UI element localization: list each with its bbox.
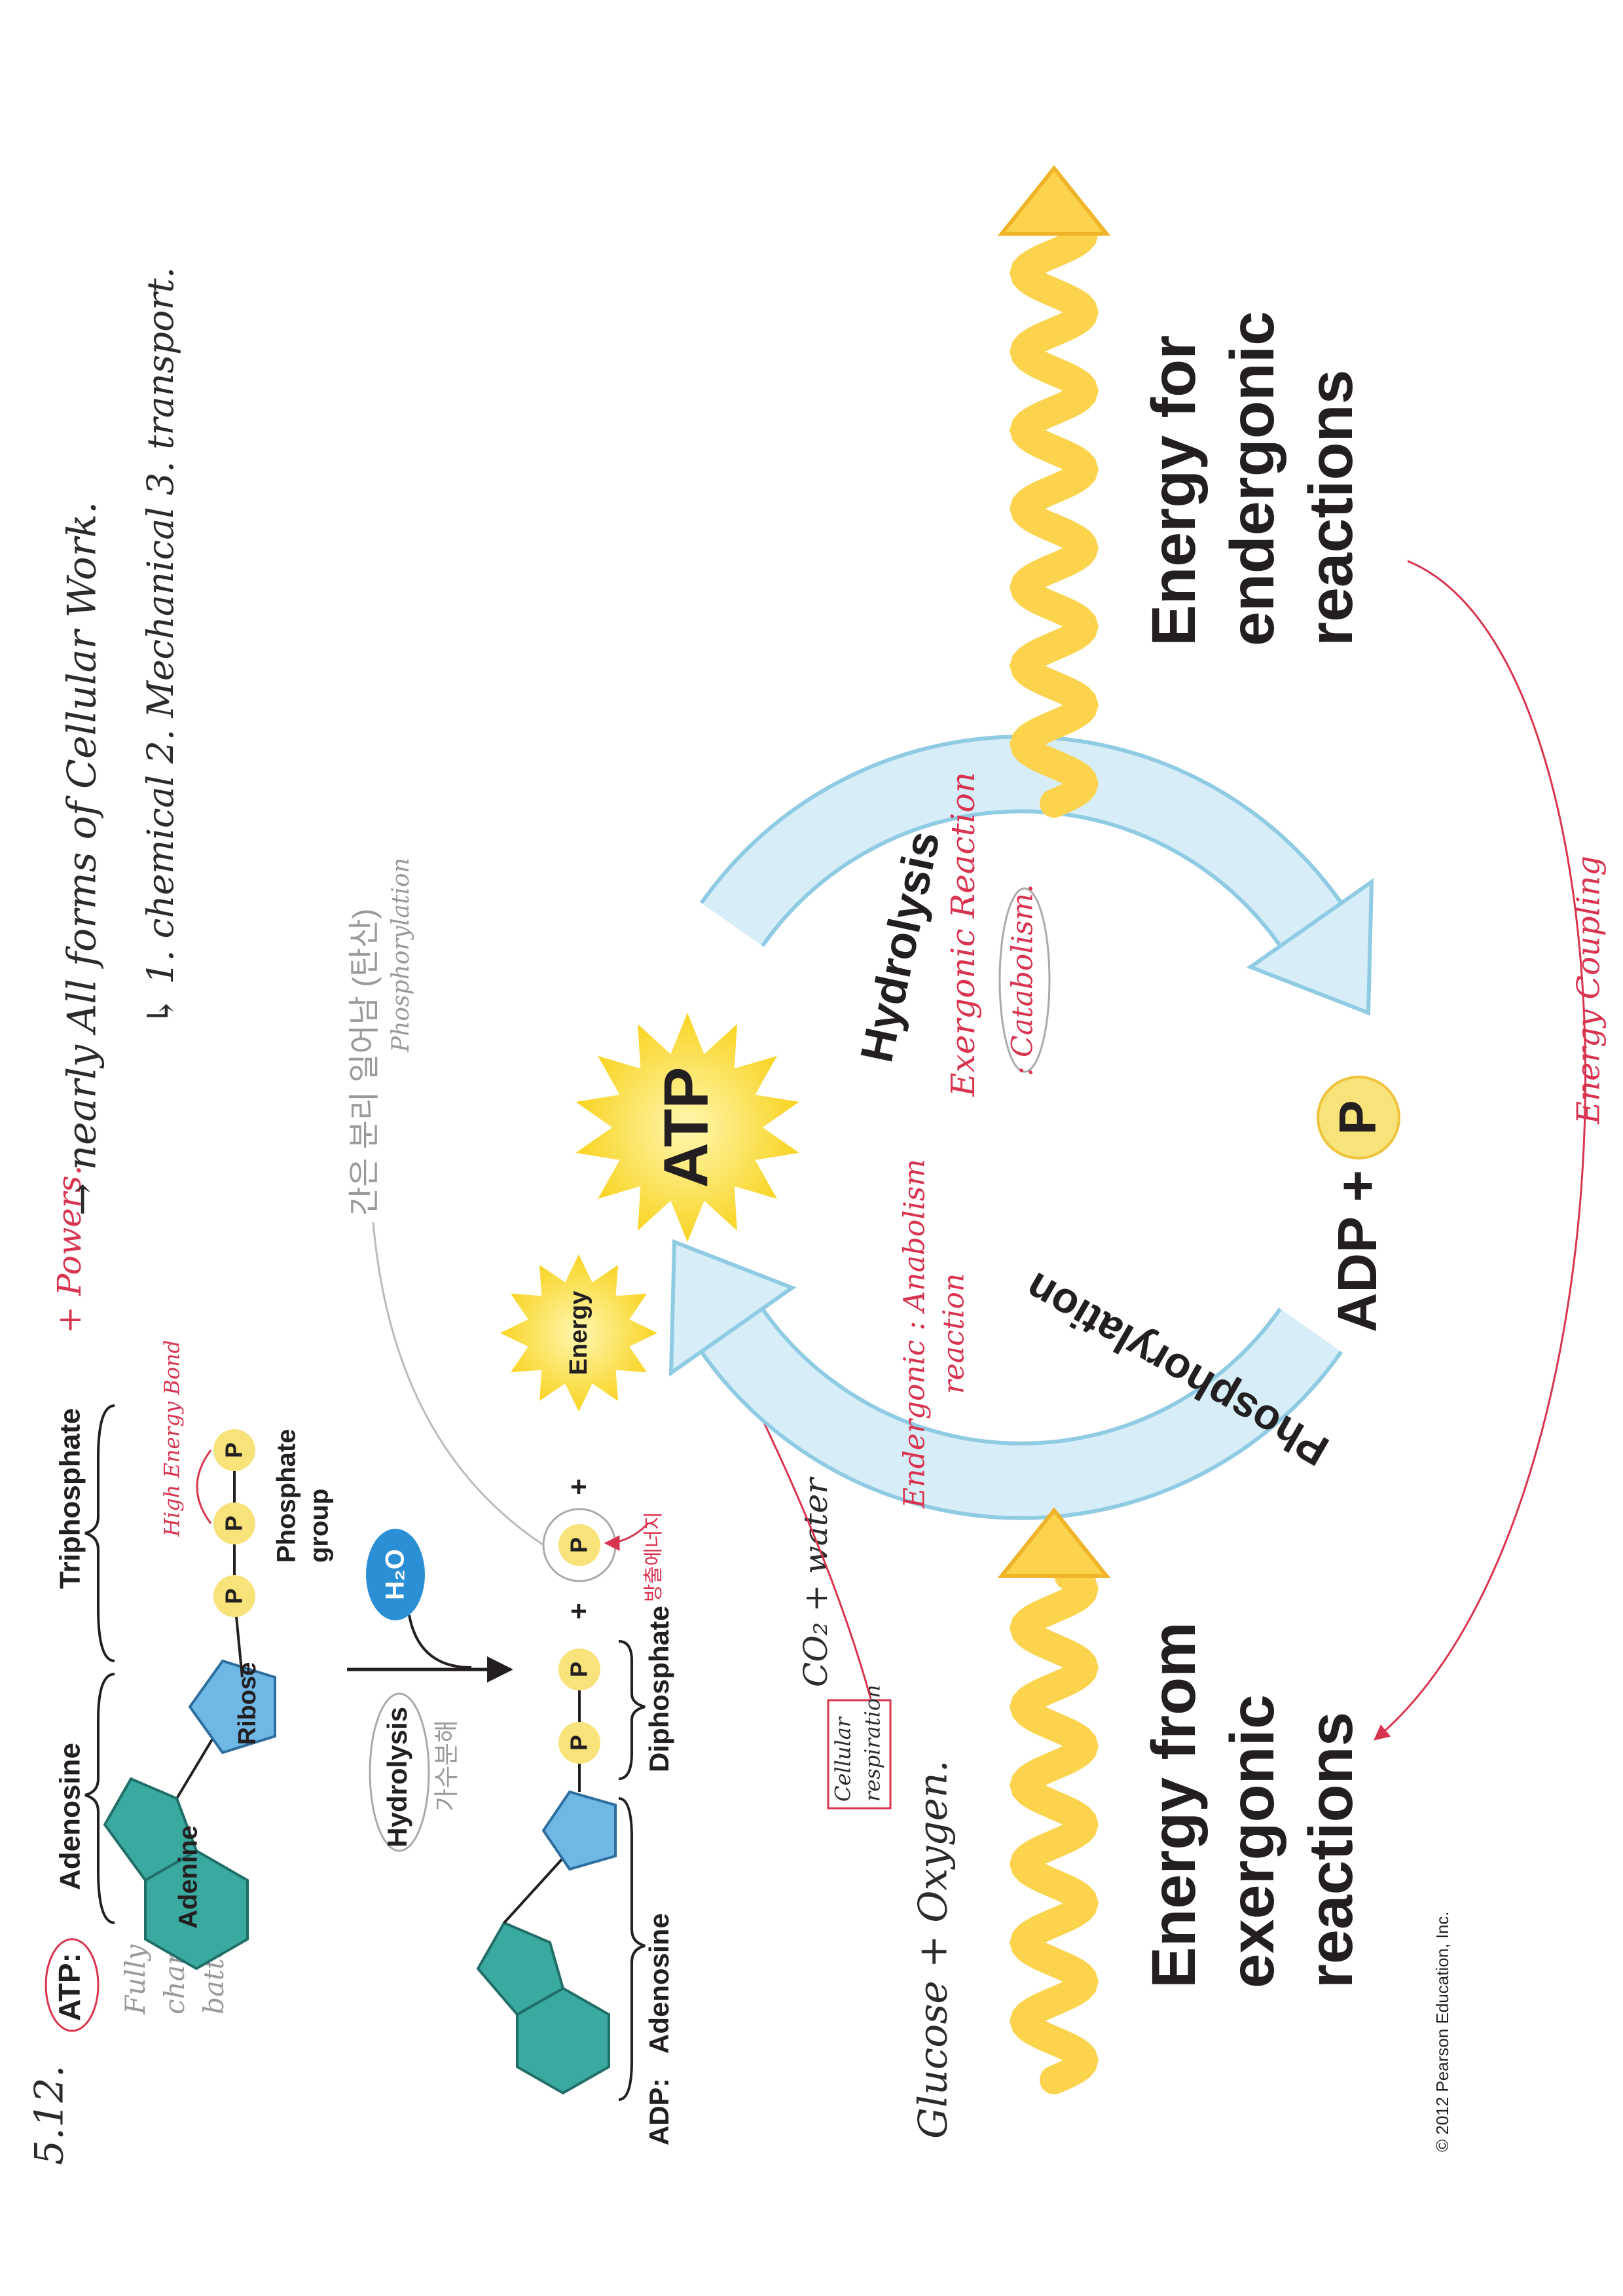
note: Exergonic Reaction	[944, 772, 982, 1097]
phosphate: P	[558, 1649, 600, 1690]
note: Energy Coupling	[1571, 856, 1607, 1125]
label: P	[566, 1662, 593, 1677]
energy-burst	[500, 1254, 657, 1412]
label: Energy	[565, 1291, 593, 1376]
note: respiration	[860, 1685, 885, 1802]
circle-note	[369, 1692, 430, 1852]
note: ↳ 1. chemical 2. Mechanical 3. transport…	[139, 267, 181, 1026]
ribose-ring	[541, 1790, 617, 1871]
hydrolysis-arrow	[702, 738, 1340, 945]
shape	[213, 1575, 255, 1617]
note: 가수분해	[433, 1720, 461, 1812]
phosphate: P	[213, 1429, 255, 1471]
label: P	[1328, 1100, 1387, 1135]
label: P	[221, 1442, 247, 1458]
note: Glucose + Oxygen.	[911, 1760, 957, 2139]
bond-mark	[196, 1449, 212, 1524]
arrow	[408, 1614, 472, 1669]
arrow	[604, 1522, 649, 1551]
atp-burst	[575, 1013, 799, 1242]
note: + Powers.	[50, 1165, 88, 1334]
adenine-ring	[476, 1921, 565, 2016]
wavy-arrow	[1010, 1561, 1099, 2094]
shape	[558, 1649, 600, 1690]
phosphorylation-arrow	[702, 1309, 1340, 1516]
arrowhead	[997, 165, 1111, 236]
note: : Catabolism.	[1006, 884, 1040, 1076]
label: reactions	[1296, 370, 1366, 646]
label: P	[566, 1537, 593, 1553]
label: Adenosine	[54, 1743, 86, 1890]
phosphate	[1317, 1076, 1400, 1159]
shape	[213, 1503, 255, 1544]
note: Cellular	[831, 1716, 856, 1802]
rotated-content: 5.12. ATP: Fully charged battery Adenosi…	[27, 165, 1607, 2165]
wavy-arrow	[1010, 219, 1099, 818]
label: exergonic	[1218, 1694, 1287, 1988]
note: Endergonic : Anabolism	[898, 1159, 932, 1509]
brace	[618, 1640, 646, 1780]
phosphate: P	[558, 1722, 600, 1764]
brace	[84, 1673, 115, 1924]
shape	[213, 1429, 255, 1471]
label: Energy from	[1139, 1622, 1209, 1988]
atp-label: ATP:	[52, 1953, 86, 2021]
brace	[618, 1797, 646, 2101]
phosphate: P	[213, 1575, 255, 1617]
adp: ADP +	[1326, 1170, 1388, 1332]
adenine-ring	[103, 1777, 198, 1882]
atp: ATP	[651, 1067, 721, 1188]
note: High Energy Bond	[160, 1340, 185, 1537]
bond-line	[503, 1850, 571, 1924]
label: Diphosphate	[644, 1606, 674, 1772]
water	[366, 1529, 425, 1620]
coupling-arrow	[1374, 560, 1587, 1741]
label: Triphosphate	[54, 1408, 86, 1589]
shape	[558, 1524, 600, 1566]
phosphate: P	[213, 1503, 255, 1544]
circle-note	[45, 1938, 100, 2032]
arrowhead	[668, 1239, 797, 1377]
label: H₂O	[381, 1549, 410, 1600]
note: Phosphorylation	[388, 858, 414, 1053]
note: reaction	[938, 1273, 971, 1394]
figure-number: 5.12.	[27, 2065, 73, 2165]
note: 간은 분리 일어남 (탄산)	[348, 909, 382, 1216]
plus: +	[563, 1478, 595, 1495]
brace	[84, 1404, 115, 1662]
label: Energy for	[1139, 335, 1209, 646]
label: Hydrolysis	[382, 1707, 412, 1848]
plus: +	[563, 1603, 595, 1620]
note: Fully	[119, 1944, 151, 2015]
circle-note	[998, 887, 1051, 1073]
label: P	[566, 1735, 593, 1751]
label: P	[221, 1516, 247, 1531]
note: 방출에너지	[643, 1512, 665, 1602]
phosphate: P	[558, 1524, 600, 1566]
label: Adenosine	[644, 1913, 674, 2054]
label: Ribose	[234, 1662, 261, 1745]
copyright: © 2012 Pearson Education, Inc.	[1432, 1911, 1452, 2152]
arrowhead	[1246, 878, 1374, 1016]
label: group	[305, 1489, 334, 1563]
label: Phosphate	[272, 1429, 301, 1563]
note-box	[827, 1699, 892, 1810]
label: Adenine	[174, 1825, 203, 1929]
label: ADP:	[644, 2078, 674, 2145]
note-line	[372, 1222, 544, 1546]
label: endergonic	[1218, 311, 1287, 646]
note: → nearly All forms of Cellular Work.	[60, 501, 105, 1216]
arrowhead	[997, 1507, 1111, 1578]
ribose-ring	[188, 1659, 276, 1755]
shape	[558, 1722, 600, 1764]
label: reactions	[1296, 1712, 1366, 1988]
label: P	[221, 1588, 247, 1604]
